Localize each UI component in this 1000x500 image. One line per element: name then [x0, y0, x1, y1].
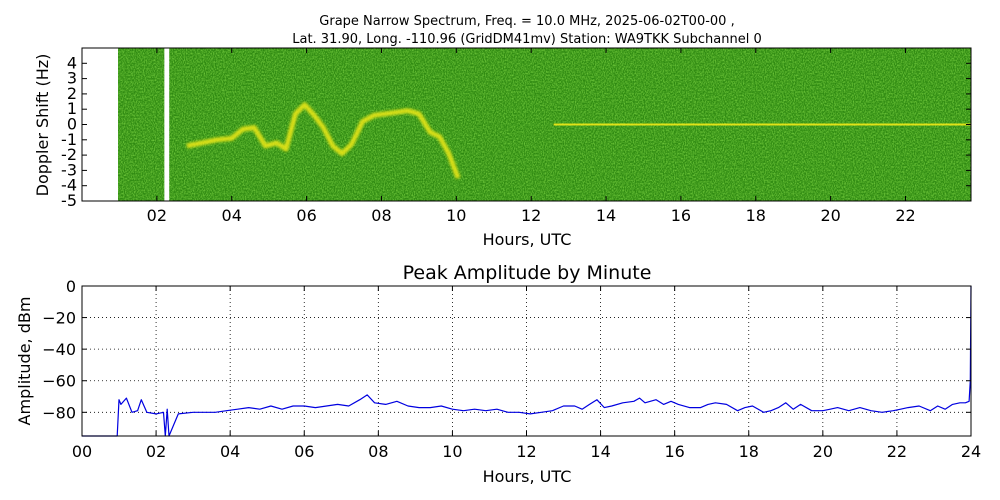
data-gap-1	[164, 48, 170, 201]
amplitude-title: Peak Amplitude by Minute	[403, 262, 652, 284]
amplitude-x-tick-label: 22	[887, 442, 907, 461]
spectrogram-x-tick-label: 18	[746, 206, 766, 225]
spectrogram-x-tick-label: 04	[222, 206, 242, 225]
amplitude-x-ticks: 00 02 04 06 08 10 12 14 16 18 20 22 24	[72, 286, 981, 461]
amplitude-x-tick-label: 12	[516, 442, 536, 461]
spectrogram-title-line-2: Lat. 31.90, Long. -110.96 (GridDM41mv) S…	[292, 32, 762, 47]
spectrogram-x-tick-label: 08	[371, 206, 391, 225]
amplitude-x-tick-label: 06	[294, 442, 314, 461]
spectrogram-y-tick-label: 1	[67, 99, 77, 118]
spectrogram-x-ticks: 02 04 06 08 10 12 14 16 18 20 22	[147, 48, 916, 225]
doppler-trace	[186, 102, 461, 179]
spectrogram-title-line-1: Grape Narrow Spectrum, Freq. = 10.0 MHz,…	[319, 14, 734, 29]
spectrogram-x-tick-label: 12	[521, 206, 541, 225]
amplitude-x-tick-label: 04	[220, 442, 240, 461]
amplitude-y-tick-label: −60	[42, 372, 76, 391]
amplitude-y-tick-label: −80	[42, 403, 76, 422]
amplitude-x-tick-label: 00	[72, 442, 92, 461]
spectrogram-x-tick-label: 02	[147, 206, 167, 225]
amplitude-x-tick-label: 08	[368, 442, 388, 461]
spectrogram-panel: Grape Narrow Spectrum, Freq. = 10.0 MHz,…	[33, 14, 972, 249]
spectrogram-y-tick-label: 2	[67, 84, 77, 103]
spectrogram-y-tick-label: -5	[61, 191, 77, 210]
amplitude-y-tick-label: −20	[42, 309, 76, 328]
amplitude-x-label: Hours, UTC	[483, 467, 572, 486]
spectrogram-x-tick-label: 10	[446, 206, 466, 225]
amplitude-x-tick-label: 10	[442, 442, 462, 461]
spectrogram-x-tick-label: 22	[895, 206, 915, 225]
spectrogram-y-tick-label: -2	[61, 145, 77, 164]
spectrogram-y-label: Doppler Shift (Hz)	[33, 54, 52, 197]
spectrogram-y-tick-label: -4	[61, 176, 77, 195]
spectrogram-x-tick-label: 16	[671, 206, 691, 225]
spectrogram-y-tick-label: 0	[67, 115, 77, 134]
amplitude-series-line	[82, 285, 972, 437]
amplitude-x-tick-label: 02	[146, 442, 166, 461]
amplitude-y-label: Amplitude, dBm	[15, 297, 34, 426]
spectrogram-y-tick-label: -1	[61, 130, 77, 149]
spectrogram-x-tick-label: 20	[820, 206, 840, 225]
spectrogram-x-label: Hours, UTC	[483, 230, 572, 249]
spectrogram-y-tick-label: 3	[67, 69, 77, 88]
amplitude-y-tick-label: −40	[42, 340, 76, 359]
amplitude-x-tick-label: 20	[813, 442, 833, 461]
spectrogram-y-tick-label: 4	[67, 53, 77, 72]
amplitude-y-ticks: 0 −20 −40 −60 −80	[42, 277, 971, 422]
amplitude-x-tick-label: 14	[590, 442, 610, 461]
spectrogram-plot-area	[81, 47, 972, 202]
amplitude-grid	[82, 286, 971, 436]
amplitude-panel: Peak Amplitude by Minute 00 02 04 06 08 10 12 1…	[15, 262, 981, 486]
amplitude-x-tick-label: 16	[664, 442, 684, 461]
spectrogram-y-tick-label: -3	[61, 160, 77, 179]
data-gap-0	[82, 48, 116, 201]
amplitude-x-tick-label: 18	[739, 442, 759, 461]
spectrogram-x-tick-label: 14	[596, 206, 616, 225]
data-gaps	[82, 48, 170, 201]
amplitude-x-tick-label: 24	[961, 442, 981, 461]
amplitude-y-tick-label: 0	[66, 277, 76, 296]
spectrogram-x-tick-label: 06	[296, 206, 316, 225]
